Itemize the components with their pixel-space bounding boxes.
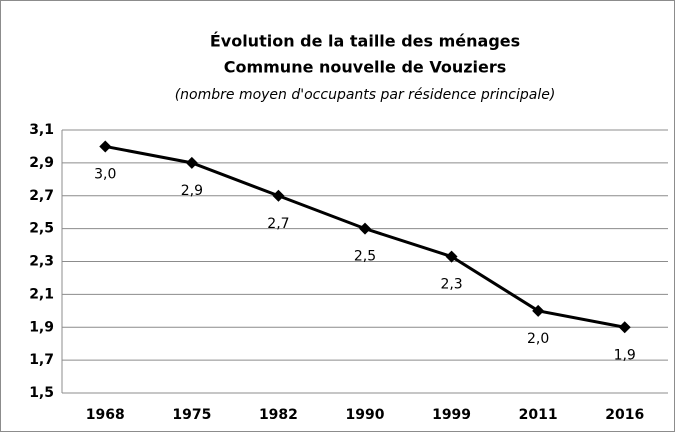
data-point: [272, 189, 285, 202]
data-point: [99, 140, 112, 153]
x-tick-label: 1968: [86, 407, 125, 423]
y-tick-label: 2,5: [29, 221, 54, 237]
chart-subtitle: Commune nouvelle de Vouziers: [224, 58, 507, 77]
chart-title: Évolution de la taille des ménages: [210, 32, 520, 51]
data-point: [445, 250, 458, 263]
y-tick-label: 2,7: [29, 188, 54, 204]
y-tick-label: 2,1: [29, 286, 54, 302]
data-label: 2,3: [440, 277, 462, 293]
y-tick-label: 2,3: [29, 254, 54, 270]
data-label: 2,9: [181, 183, 203, 199]
x-tick-label: 2016: [605, 407, 644, 423]
data-point: [185, 156, 198, 169]
y-tick-label: 1,9: [29, 319, 54, 335]
y-tick-label: 1,7: [29, 352, 54, 368]
data-point: [618, 321, 631, 334]
x-tick-label: 1975: [172, 407, 211, 423]
data-label: 2,0: [527, 331, 549, 347]
data-point: [359, 222, 371, 235]
x-tick-label: 1990: [346, 407, 385, 423]
data-label: 2,7: [267, 216, 289, 232]
x-tick-label: 1999: [432, 407, 471, 423]
chart-note: (nombre moyen d'occupants par résidence …: [175, 87, 556, 103]
data-point: [532, 304, 545, 317]
y-tick-label: 3,1: [29, 122, 54, 138]
x-tick-label: 1982: [259, 407, 298, 423]
data-label: 2,5: [354, 249, 376, 265]
data-label: 3,0: [94, 166, 116, 182]
data-label: 1,9: [614, 347, 636, 363]
y-tick-label: 1,5: [29, 385, 54, 401]
y-tick-label: 2,9: [29, 155, 54, 171]
x-tick-label: 2011: [519, 407, 558, 423]
